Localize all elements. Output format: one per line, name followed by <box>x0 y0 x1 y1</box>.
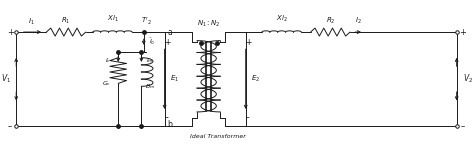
Text: $T'_2$: $T'_2$ <box>141 16 152 27</box>
Text: b: b <box>168 120 173 129</box>
Text: $I_c$: $I_c$ <box>105 56 111 65</box>
Text: $I_2$: $I_2$ <box>355 16 362 26</box>
Text: –: – <box>246 113 250 122</box>
Text: $V_1$: $V_1$ <box>1 73 11 85</box>
Text: –: – <box>8 122 12 131</box>
Text: $\bar{I}_0$: $\bar{I}_0$ <box>149 37 155 47</box>
Text: $G_c$: $G_c$ <box>102 79 111 88</box>
Text: $I_m$: $I_m$ <box>146 56 154 65</box>
Text: a: a <box>168 28 173 37</box>
Text: $I_1$: $I_1$ <box>28 17 35 27</box>
Text: +: + <box>459 28 466 37</box>
Text: $R_1$: $R_1$ <box>61 16 71 26</box>
Text: Ideal Transformer: Ideal Transformer <box>190 134 246 139</box>
Text: $E_2$: $E_2$ <box>251 74 260 84</box>
Text: $R_2$: $R_2$ <box>326 16 335 26</box>
Text: +: + <box>164 38 170 47</box>
Text: $Xl_2$: $Xl_2$ <box>276 14 288 24</box>
Text: –: – <box>165 113 169 122</box>
Text: $Xl_1$: $Xl_1$ <box>107 14 118 24</box>
Text: +: + <box>7 28 14 37</box>
Text: $B_m$: $B_m$ <box>145 82 155 91</box>
Text: $N_1 : N_2$: $N_1 : N_2$ <box>197 18 220 29</box>
Text: $E_1$: $E_1$ <box>170 74 179 84</box>
Text: +: + <box>245 38 251 47</box>
Text: –: – <box>461 122 465 131</box>
Text: $V_2$: $V_2$ <box>463 73 474 85</box>
